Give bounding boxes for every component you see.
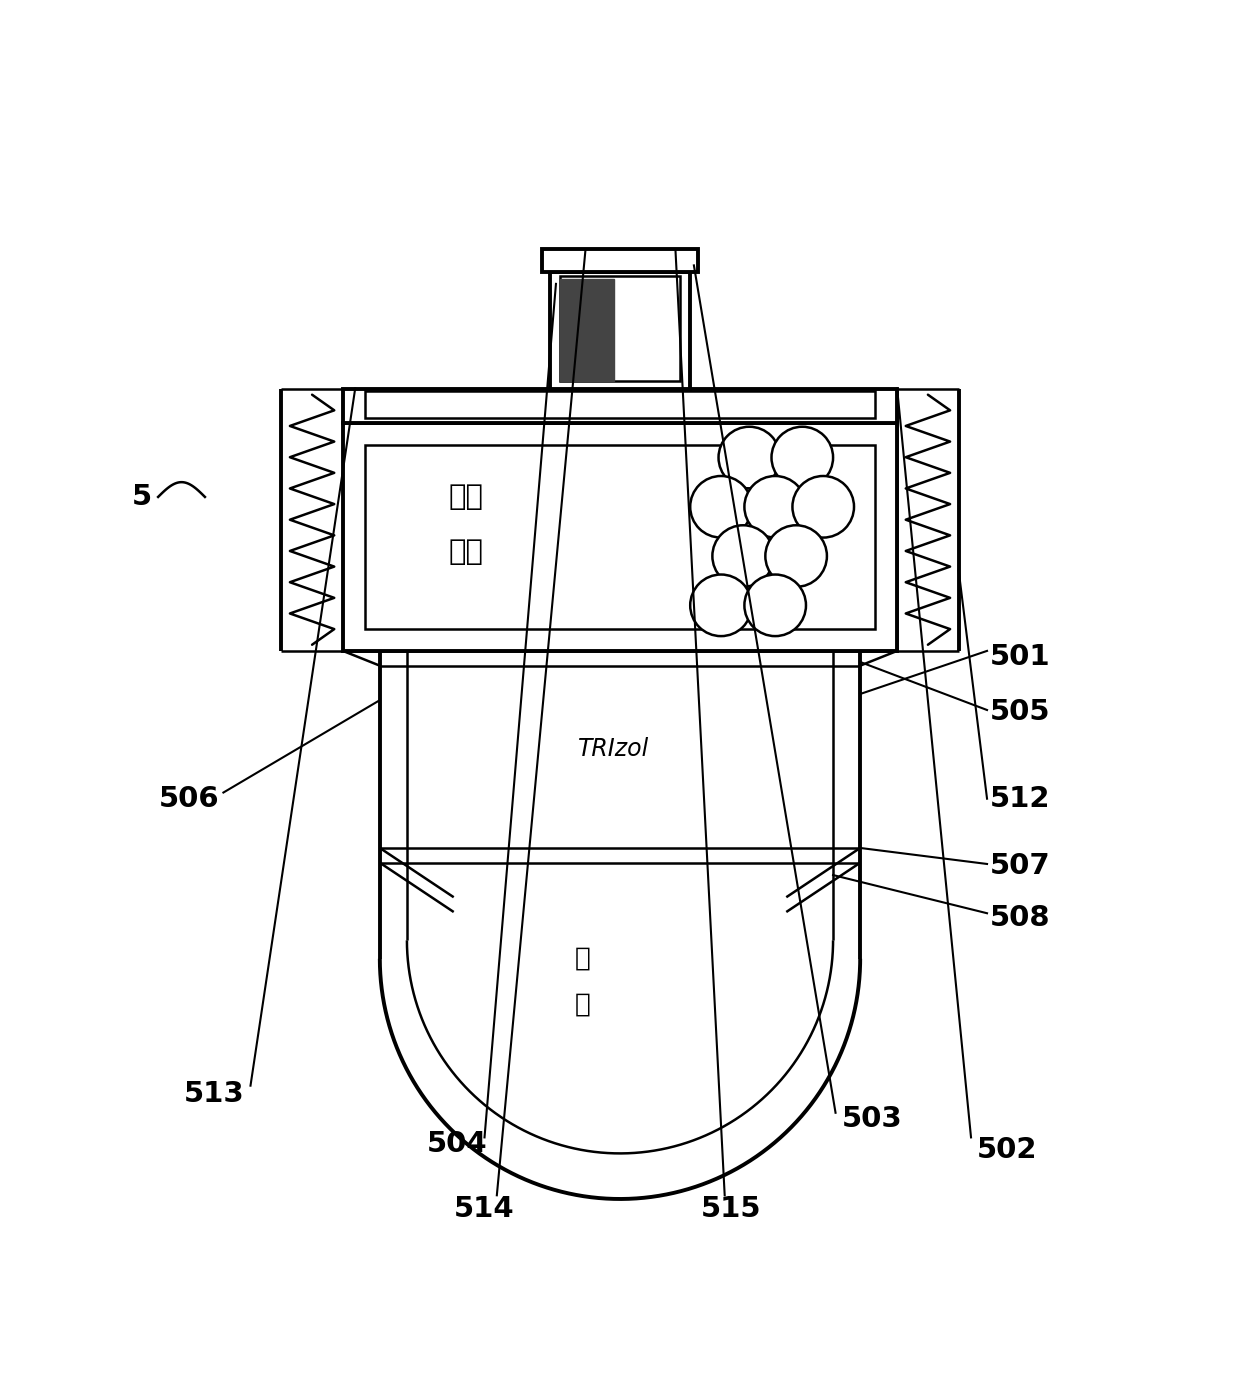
Polygon shape	[379, 577, 861, 1199]
Bar	[343, 389, 897, 423]
Bar	[343, 423, 897, 651]
Bar	[365, 391, 875, 418]
Bar	[542, 250, 698, 272]
Text: 508: 508	[990, 904, 1050, 933]
Circle shape	[765, 525, 827, 587]
Text: 515: 515	[701, 1195, 761, 1223]
Text: 501: 501	[990, 643, 1050, 670]
Text: 507: 507	[990, 852, 1050, 880]
Text: 仿: 仿	[575, 991, 591, 1017]
Circle shape	[744, 575, 806, 636]
Text: 514: 514	[454, 1195, 515, 1223]
Circle shape	[771, 426, 833, 489]
Text: 粉末: 粉末	[449, 539, 484, 566]
Text: TRIzol: TRIzol	[578, 737, 650, 762]
Circle shape	[691, 476, 751, 537]
Circle shape	[792, 476, 854, 537]
Text: 506: 506	[159, 784, 219, 813]
Circle shape	[712, 525, 774, 587]
Text: 512: 512	[990, 784, 1050, 813]
Text: 504: 504	[427, 1130, 487, 1158]
Text: 513: 513	[184, 1080, 244, 1108]
Text: 503: 503	[842, 1105, 903, 1133]
Text: 502: 502	[977, 1135, 1038, 1163]
Circle shape	[718, 426, 780, 489]
Text: 氯: 氯	[575, 945, 591, 972]
Bar	[559, 276, 681, 382]
Bar	[365, 446, 875, 629]
Text: 5: 5	[131, 483, 153, 511]
Text: 505: 505	[990, 698, 1050, 726]
Bar	[549, 272, 691, 389]
Circle shape	[744, 476, 806, 537]
Polygon shape	[559, 279, 614, 382]
Text: 组织: 组织	[449, 483, 484, 511]
Circle shape	[691, 575, 751, 636]
